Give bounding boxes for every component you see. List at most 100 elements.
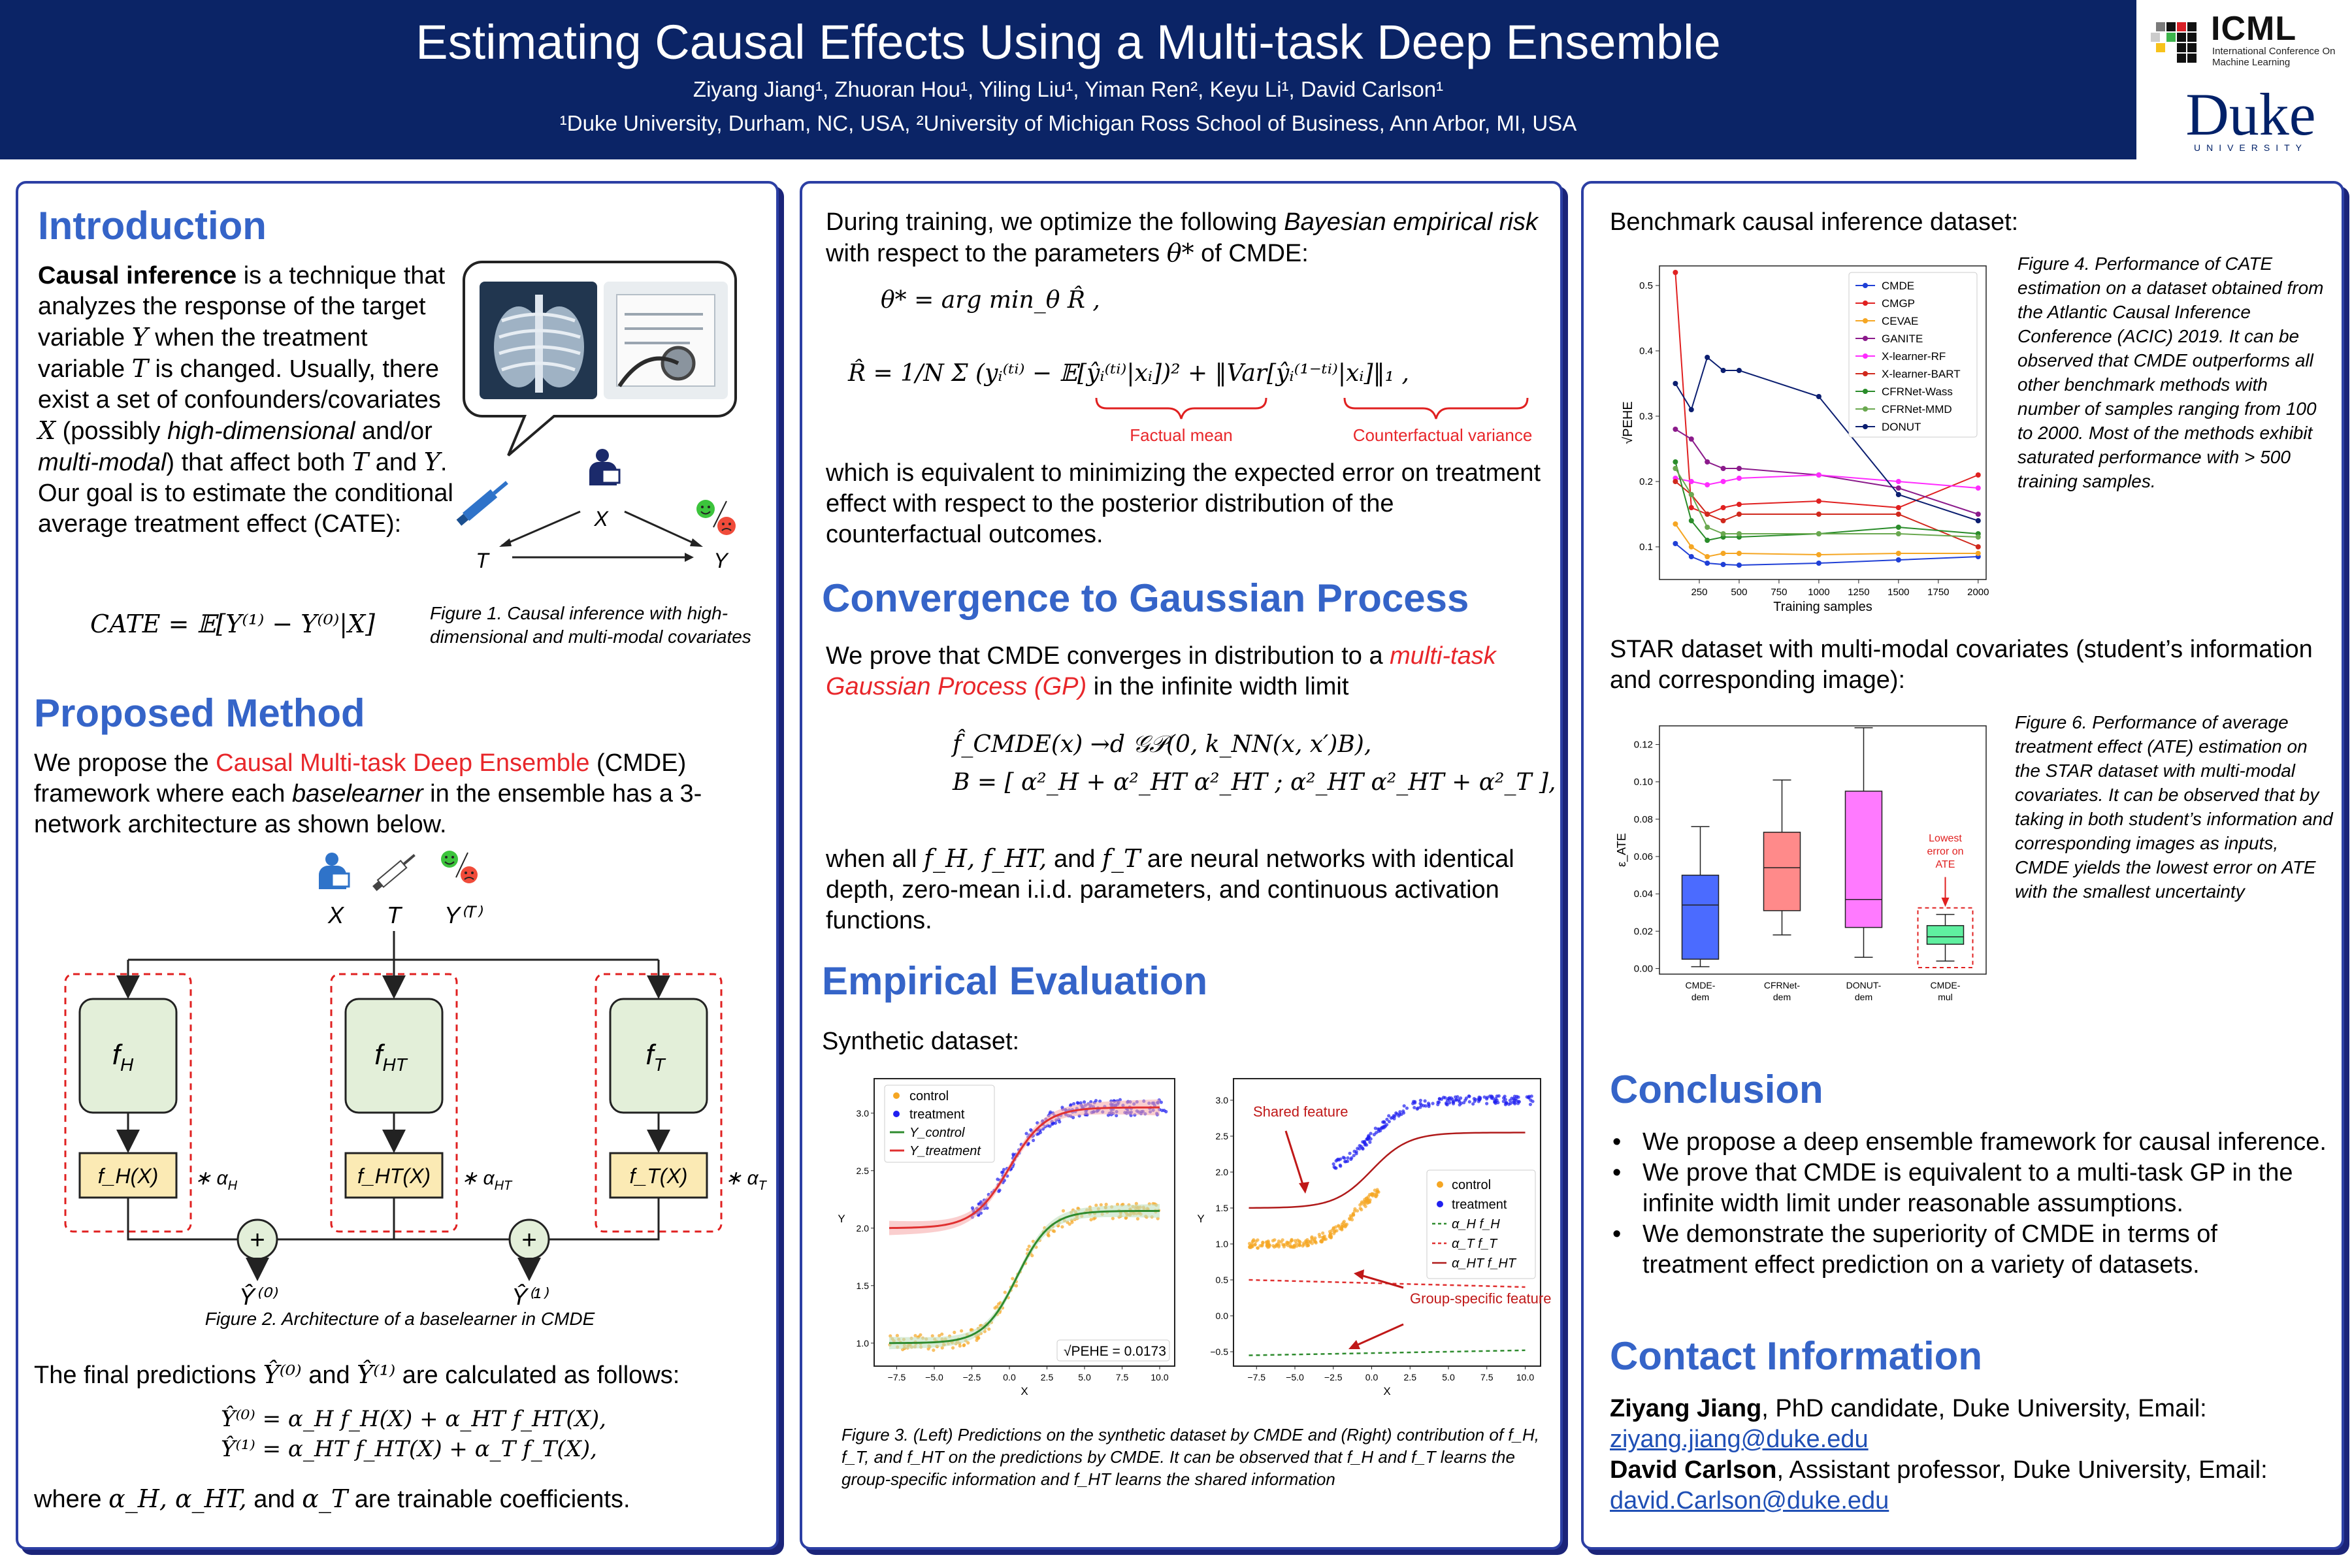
fig3R-treatment-point <box>1528 1102 1533 1107</box>
fig3R-control-point <box>1340 1225 1344 1229</box>
method-text-2: (CMDE) framework where each <box>34 749 687 808</box>
fig3R-control-point <box>1277 1245 1281 1249</box>
fig4-point-X-learner-BART <box>1705 512 1710 517</box>
when-text-2: and <box>1047 845 1102 873</box>
fig3L-control-point <box>1068 1222 1071 1226</box>
fig3R-control-point <box>1250 1245 1254 1249</box>
fig3R-x-tick-label: 7.5 <box>1480 1372 1494 1382</box>
intro-high-dim: high-dimensional <box>167 417 355 445</box>
fig4-point-CFRNet-MMD <box>1688 492 1694 497</box>
fig4-y-axis-label: √PEHE <box>1621 401 1635 444</box>
fig3R-treatment-point <box>1413 1105 1416 1109</box>
training-text: During training, we optimize the followi… <box>826 207 1551 269</box>
equivalence-text: which is equivalent to minimizing the ex… <box>826 459 1541 548</box>
xray-image <box>480 282 597 399</box>
fig3R-control-point <box>1362 1203 1366 1207</box>
fig3L-x-tick-label: −7.5 <box>888 1372 906 1382</box>
fig3L-treatment-point <box>1079 1101 1083 1105</box>
fig4-series-line-CFRNet-MMD <box>1674 468 1978 538</box>
fig4-point-X-learner-BART <box>1816 512 1821 517</box>
fig3R-control-point <box>1373 1188 1377 1192</box>
fig3R-treatment-point <box>1516 1102 1520 1105</box>
fig4-legend-marker <box>1863 371 1868 376</box>
fig3L-treatment-point <box>1115 1113 1119 1118</box>
method-italic-term: baselearner <box>291 780 423 808</box>
star-ate-boxplot: 0.00 0.02 0.04 0.06 0.08 0.10 0.12 ε_ATE CMDE-de… <box>1615 725 1987 1002</box>
fig3R-treatment-point <box>1402 1104 1406 1108</box>
shared-feature-label: Shared feature <box>1253 1103 1348 1120</box>
fig4-legend-marker <box>1863 406 1868 412</box>
fig4-point-DONUT <box>1975 518 1981 523</box>
synthetic-prediction-plot: −7.5 −5.0 −2.5 0.0 2.5 5.0 7.5 10.0 1.0 1.5 2.0 2.5… <box>838 1078 1175 1397</box>
conclusion-item: We demonstrate the superiority of CMDE i… <box>1610 1219 2328 1281</box>
fig4-point-X-learner-RF <box>1816 472 1821 478</box>
fig4-point-X-learner-RF <box>1705 482 1710 487</box>
fig3R-treatment-point <box>1418 1105 1422 1109</box>
fig3R-y-axis-label: Y <box>1197 1213 1204 1225</box>
fig4-point-GANITE <box>1895 485 1901 491</box>
fig4-series-line-CMDE <box>1674 543 1978 566</box>
fig3R-treatment-point <box>1361 1147 1365 1151</box>
fig3L-control-point <box>938 1333 941 1337</box>
figure-4-caption: Figure 4. Performance of CATE estimation… <box>2017 253 2324 491</box>
intro-bold-term: Causal inference <box>38 262 237 289</box>
author-list: Ziyang Jiang¹, Zhuoran Hou¹, Yiling Liu¹… <box>693 77 1444 101</box>
fig3R-treatment-point <box>1345 1159 1350 1164</box>
arch-patient-icon <box>319 853 350 889</box>
fig3L-treatment-point <box>1001 1170 1005 1174</box>
fig3R-treatment-point <box>1437 1097 1441 1101</box>
fig6-x-tick-label: CFRNet- <box>1764 980 1801 990</box>
fig4-point-CFRNet-Wass <box>1895 525 1901 530</box>
empirical-evaluation-heading: Empirical Evaluation <box>822 959 1208 1003</box>
gaussian-process-heading: Convergence to Gaussian Process <box>822 576 1469 620</box>
fig4-point-CFRNet-MMD <box>1895 531 1901 536</box>
coef-T-label: ∗ α <box>725 1168 759 1189</box>
fig3R-treatment-point <box>1515 1094 1519 1098</box>
fig3R-x-tick-label: 5.0 <box>1442 1372 1455 1382</box>
fig6-y-tick-label: 0.02 <box>1634 926 1653 937</box>
fig4-point-CFRNet-MMD <box>1736 531 1742 536</box>
fig3R-treatment-point <box>1505 1102 1509 1105</box>
fig4-legend-label: CMGP <box>1882 297 1915 310</box>
factual-mean-label: Factual mean <box>1130 425 1233 445</box>
contact-1-email-link[interactable]: ziyang.jiang@duke.edu <box>1610 1426 1869 1453</box>
fig3R-treatment-point <box>1333 1166 1337 1170</box>
fig4-series-line-GANITE <box>1674 429 1979 515</box>
fig4-legend-label: X-learner-BART <box>1882 368 1961 380</box>
final-text-1: The final predictions <box>34 1362 263 1389</box>
fig6-box-CFRNet-dem <box>1763 832 1801 911</box>
fig6-lowest-note: error on <box>1927 846 1963 857</box>
equation-y1: Ŷ⁽¹⁾ = α_HT f_HT(X) + α_T f_T(X), <box>221 1436 597 1462</box>
fig3R-x-tick-label: −2.5 <box>1324 1372 1343 1382</box>
fig4-point-CMGP <box>1736 502 1742 507</box>
fig3L-control-point <box>926 1347 930 1351</box>
fig3R-control-point <box>1292 1245 1296 1249</box>
fig3L-y-tick-label: 3.0 <box>857 1108 870 1119</box>
fig4-series-line-X-learner-RF <box>1675 474 1978 489</box>
fig3L-y-tick-label: 2.5 <box>857 1166 870 1176</box>
fig4-legend-marker <box>1863 353 1868 359</box>
fig4-point-CMGP <box>1673 270 1678 275</box>
fig3L-control-point <box>1011 1277 1015 1281</box>
fig3R-control-point <box>1266 1241 1270 1245</box>
fig3L-x-tick-label: 5.0 <box>1078 1372 1091 1382</box>
contact-2-email-link[interactable]: david.Carlson@duke.edu <box>1610 1487 1889 1514</box>
fig4-point-CEVAE <box>1975 551 1981 556</box>
fig3R-treatment-point <box>1508 1098 1512 1102</box>
fig3L-control-point <box>1089 1218 1093 1222</box>
fig3L-control-point <box>1134 1201 1138 1205</box>
fig3R-control-point <box>1296 1238 1299 1242</box>
fig3R-treatment-point <box>1485 1102 1489 1105</box>
fig4-point-X-learner-RF <box>1975 485 1981 491</box>
fig3R-x-tick-label: 10.0 <box>1516 1372 1534 1382</box>
fig3L-treatment-point <box>1053 1121 1058 1125</box>
when-text-3: are neural networks with identical depth… <box>826 845 1514 934</box>
fig3R-control-point <box>1321 1231 1325 1235</box>
synthetic-dataset-label: Synthetic dataset: <box>822 1028 1020 1055</box>
poster-title: Estimating Causal Effects Using a Multi-… <box>416 15 1721 69</box>
fig3R-treatment-point <box>1501 1100 1505 1103</box>
final-y1: Ŷ⁽¹⁾ <box>357 1360 396 1389</box>
fig4-y-tick-label: 0.3 <box>1639 411 1653 422</box>
intro-var-t-2: T <box>351 448 369 476</box>
fig4-point-DONUT <box>1816 394 1821 399</box>
